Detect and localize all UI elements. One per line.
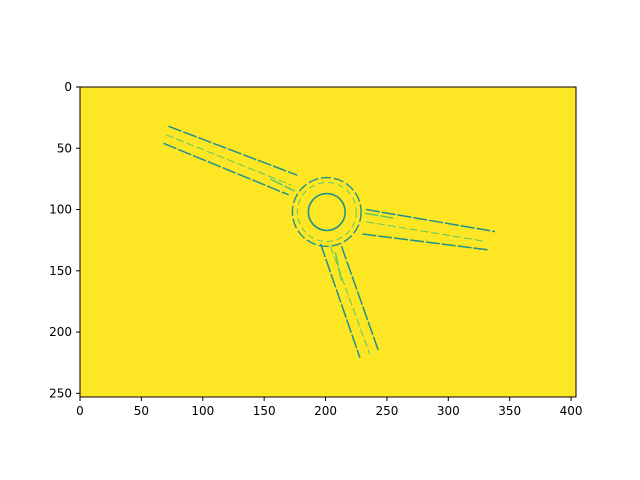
plot-area	[80, 87, 576, 397]
road-edge	[165, 134, 292, 186]
y-tick-label: 100	[49, 203, 72, 217]
x-tick-label: 0	[76, 404, 84, 418]
road-edge	[269, 178, 296, 192]
y-tick-label: 200	[49, 325, 72, 339]
y-tick-label: 0	[64, 80, 72, 94]
y-tick-label: 50	[57, 141, 72, 155]
roundabout-inner-lane	[296, 182, 357, 242]
central-island-edge	[307, 192, 346, 232]
x-tick-label: 400	[560, 404, 583, 418]
x-tick-label: 200	[314, 404, 337, 418]
road-edge	[340, 246, 380, 351]
y-axis: 0 50 100 150 200 250	[49, 80, 80, 400]
roundabout-outer-edge	[291, 176, 362, 248]
road-edge	[334, 252, 343, 281]
x-tick-label: 350	[498, 404, 521, 418]
road-edge	[362, 233, 489, 251]
road-edge	[364, 212, 394, 219]
road-edge	[319, 243, 361, 359]
road-edge	[365, 208, 496, 233]
x-tick-label: 150	[253, 404, 276, 418]
road-edge	[163, 142, 289, 196]
axes-frame	[79, 86, 577, 398]
road-edge	[365, 221, 486, 242]
y-tick-label: 250	[49, 386, 72, 400]
edge-map	[163, 125, 496, 359]
y-tick-label: 150	[49, 264, 72, 278]
image-background	[80, 87, 576, 397]
road-edge	[168, 125, 298, 176]
x-tick-label: 100	[191, 404, 214, 418]
x-tick-label: 50	[134, 404, 149, 418]
x-tick-label: 300	[437, 404, 460, 418]
x-tick-label: 250	[375, 404, 398, 418]
road-edge	[329, 246, 371, 355]
x-axis: 0 50 100 150 200 250 300 350 400	[76, 397, 583, 418]
